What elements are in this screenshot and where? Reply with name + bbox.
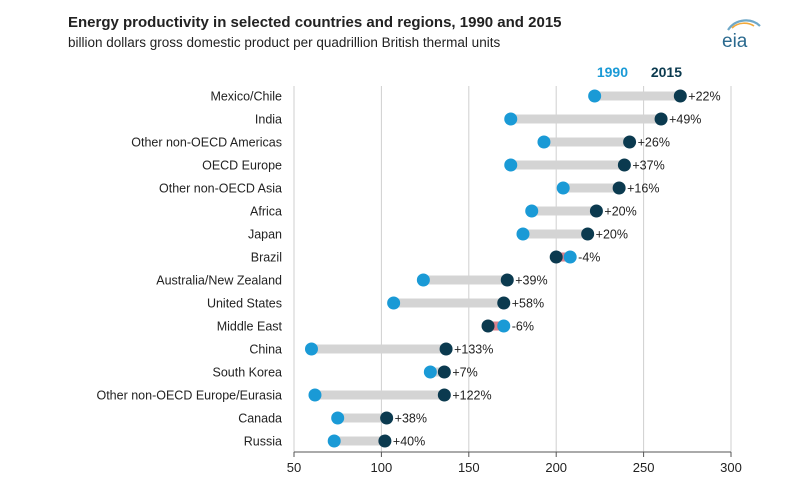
change-label: +22%: [688, 90, 720, 104]
category-label: Canada: [238, 412, 282, 426]
change-label: +133%: [454, 343, 493, 357]
change-bar: [510, 114, 662, 124]
change-bar: [311, 344, 447, 354]
x-tick-label: 300: [720, 460, 742, 475]
legend-1990: 1990: [597, 64, 628, 80]
category-label: Africa: [250, 205, 282, 219]
point-2015: [481, 319, 495, 333]
logo-text: eia: [722, 31, 748, 52]
point-1990: [497, 319, 511, 333]
point-1990: [556, 181, 570, 195]
x-tick-label: 150: [458, 460, 480, 475]
point-1990: [504, 112, 518, 126]
change-label: +16%: [627, 182, 659, 196]
point-1990: [588, 89, 602, 103]
category-label: United States: [207, 297, 282, 311]
change-label: +58%: [512, 297, 544, 311]
legend-2015: 2015: [651, 64, 682, 80]
change-label: -4%: [578, 251, 600, 265]
change-bar: [488, 321, 504, 331]
point-1990: [327, 434, 341, 448]
point-2015: [380, 411, 394, 425]
point-2015: [623, 135, 637, 149]
category-label: Australia/New Zealand: [156, 274, 282, 288]
change-bar: [430, 367, 445, 377]
x-tick-label: 50: [287, 460, 301, 475]
category-label: China: [249, 343, 282, 357]
change-label: +40%: [393, 435, 425, 449]
chart-subtitle: billion dollars gross domestic product p…: [68, 35, 501, 50]
category-labels: Mexico/Chile +22% India +49% Other non-OECD …: [96, 90, 720, 449]
point-1990: [516, 227, 530, 241]
x-tick-label: 100: [371, 460, 393, 475]
legend: 1990 2015: [597, 64, 682, 80]
point-2015: [612, 181, 626, 195]
change-label: +122%: [452, 389, 491, 403]
change-label: +20%: [604, 205, 636, 219]
point-2015: [497, 296, 511, 310]
category-label: OECD Europe: [202, 159, 282, 173]
change-bar: [594, 91, 681, 101]
category-label: Japan: [248, 228, 282, 242]
point-2015: [549, 250, 563, 264]
category-label: Brazil: [251, 251, 282, 265]
point-1990: [423, 365, 437, 379]
point-2015: [500, 273, 514, 287]
point-1990: [331, 411, 345, 425]
point-1990: [537, 135, 551, 149]
point-1990: [387, 296, 401, 310]
category-label: India: [255, 113, 282, 127]
category-label: Middle East: [217, 320, 283, 334]
change-bar: [543, 137, 630, 147]
point-1990: [304, 342, 318, 356]
x-tick-label: 250: [633, 460, 655, 475]
point-2015: [581, 227, 595, 241]
change-bar: [393, 298, 504, 308]
point-1990: [416, 273, 430, 287]
change-bar: [531, 206, 597, 216]
category-label: Other non-OECD Europe/Eurasia: [96, 389, 282, 403]
change-label: +49%: [669, 113, 701, 127]
change-label: +7%: [452, 366, 477, 380]
change-bar: [423, 275, 508, 285]
change-label: +39%: [515, 274, 547, 288]
change-bar: [563, 183, 620, 193]
change-bar: [556, 252, 571, 262]
point-2015: [439, 342, 453, 356]
change-label: +37%: [632, 159, 664, 173]
point-1990: [308, 388, 322, 402]
point-2015: [378, 434, 392, 448]
change-label: +20%: [596, 228, 628, 242]
change-bar: [510, 160, 625, 170]
point-2015: [617, 158, 631, 172]
point-1990: [563, 250, 577, 264]
x-axis: 50 100 150 200 250 300: [287, 451, 742, 475]
change-bar: [337, 413, 387, 423]
category-label: Other non-OECD Americas: [131, 136, 282, 150]
point-2015: [437, 365, 451, 379]
point-1990: [504, 158, 518, 172]
point-2015: [654, 112, 668, 126]
change-label: +38%: [395, 412, 427, 426]
point-1990: [525, 204, 539, 218]
points: [304, 89, 687, 448]
change-bar: [334, 436, 385, 446]
eia-logo: eia: [722, 19, 761, 52]
chart-title: Energy productivity in selected countrie…: [68, 14, 562, 31]
change-label: +26%: [638, 136, 670, 150]
category-label: Russia: [244, 435, 282, 449]
change-bar: [522, 229, 588, 239]
category-label: South Korea: [213, 366, 283, 380]
x-tick-label: 200: [545, 460, 567, 475]
change-label: -6%: [512, 320, 534, 334]
category-label: Mexico/Chile: [210, 90, 282, 104]
category-label: Other non-OECD Asia: [159, 182, 282, 196]
point-2015: [589, 204, 603, 218]
point-2015: [437, 388, 451, 402]
point-2015: [673, 89, 687, 103]
bars: [311, 91, 681, 446]
change-bar: [314, 390, 445, 400]
